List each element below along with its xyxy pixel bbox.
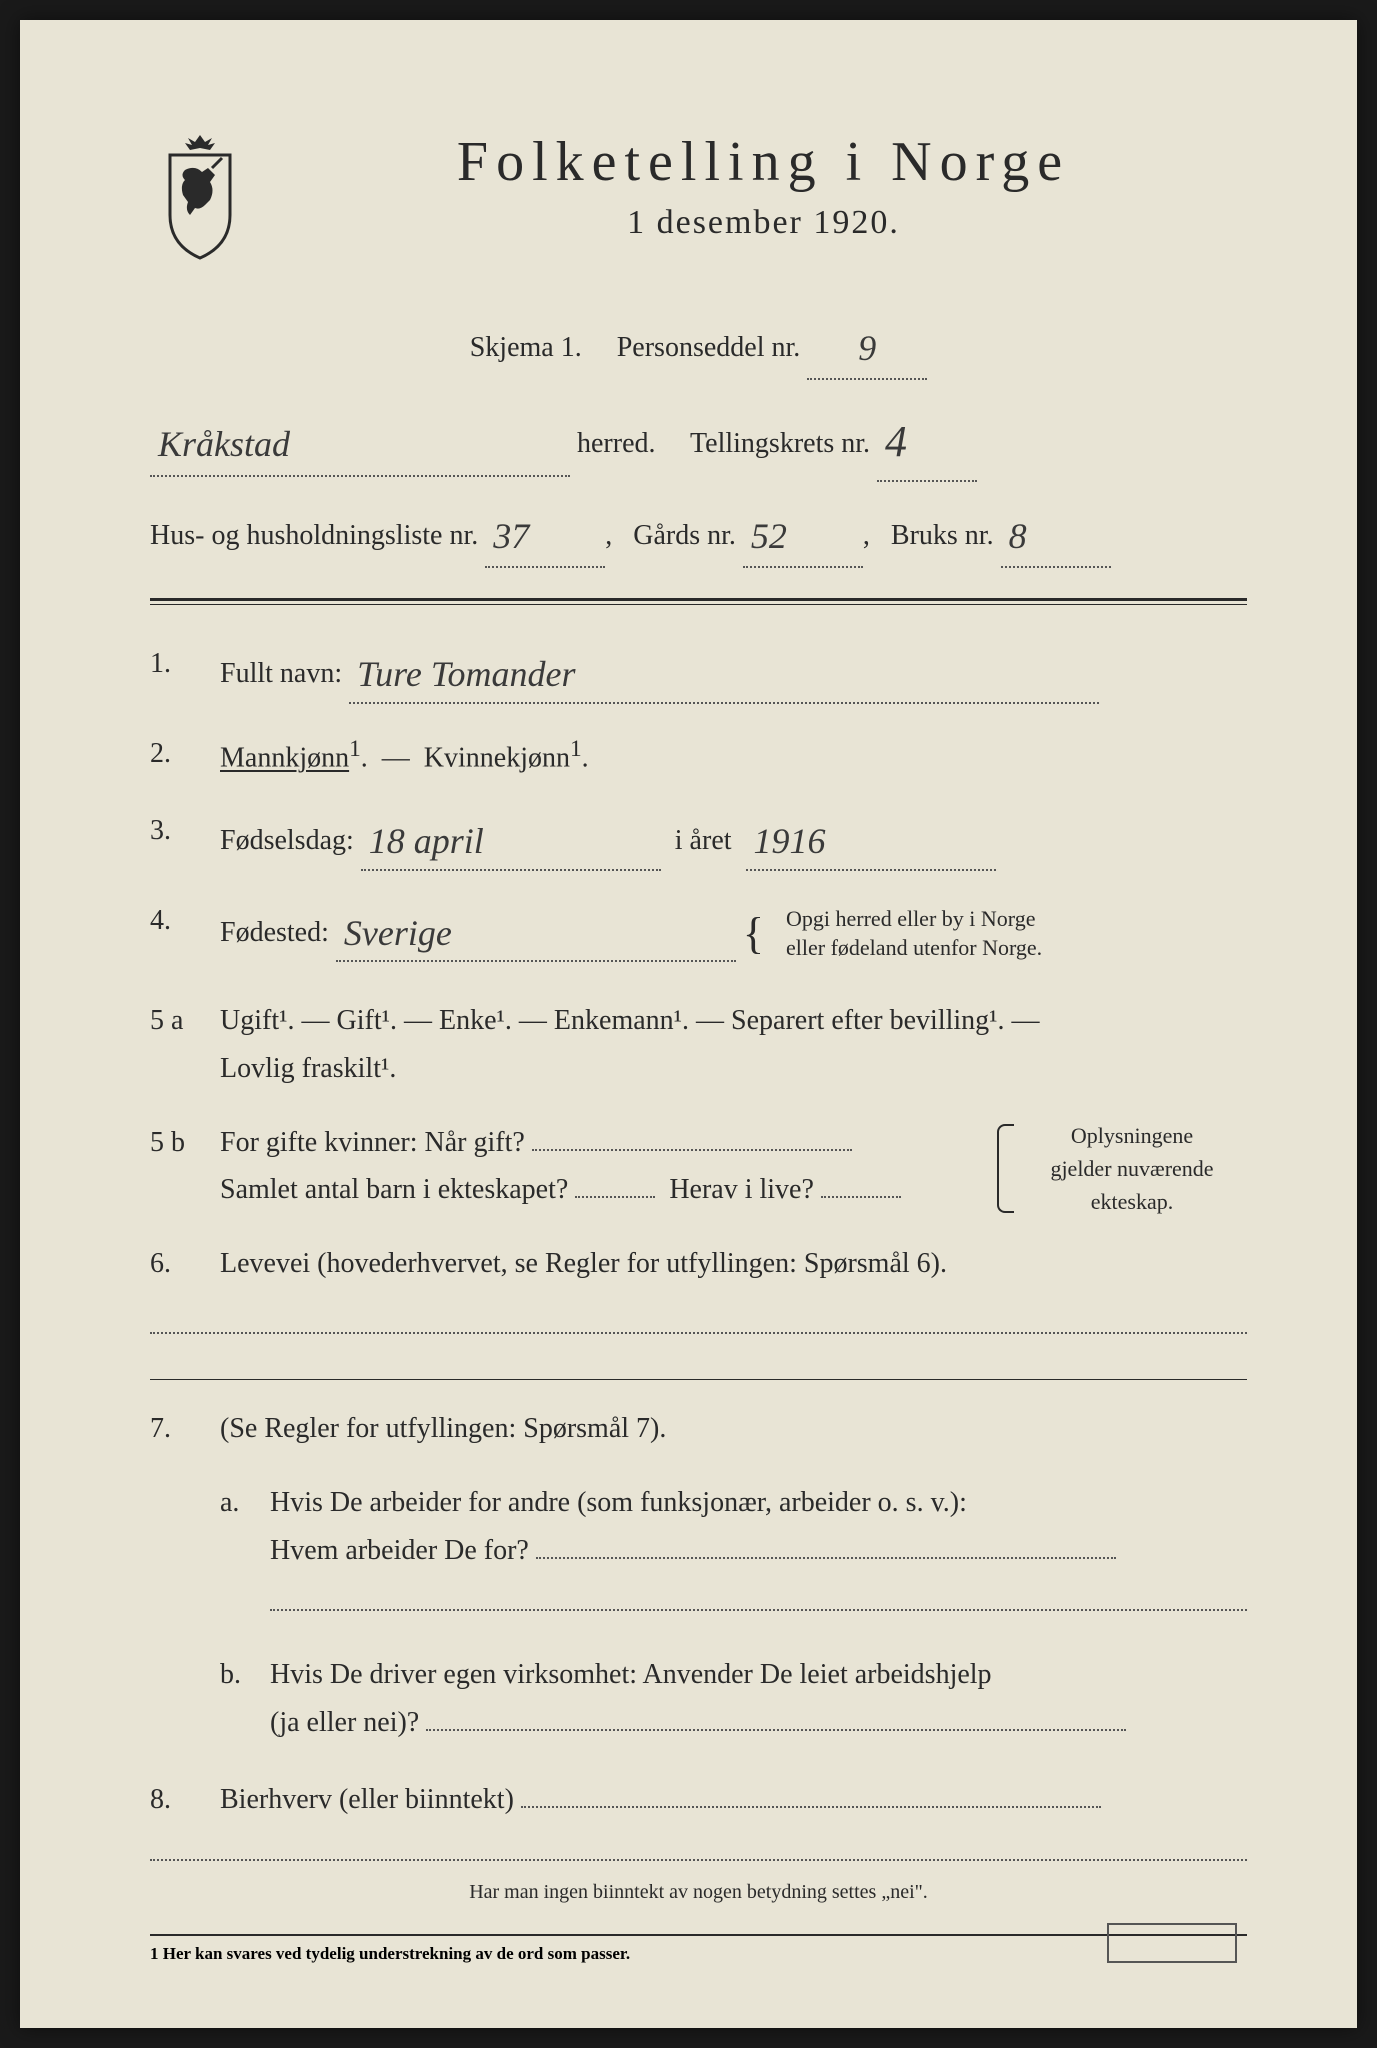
- q7b-l1: Hvis De driver egen virksomhet: Anvender…: [270, 1659, 992, 1690]
- q5b-note-l1: Oplysningene: [1071, 1123, 1193, 1148]
- q8-num: 8.: [150, 1776, 220, 1824]
- q5b-l2b: Herav i live?: [669, 1174, 814, 1205]
- q7a-l1: Hvis De arbeider for andre (som funksjon…: [270, 1487, 967, 1518]
- footnote-bottom: 1 Her kan svares ved tydelig understrekn…: [150, 1934, 1247, 1964]
- q1-label: Fullt navn:: [220, 658, 342, 689]
- bruks-nr: 8: [1001, 516, 1035, 556]
- q7: 7. (Se Regler for utfyllingen: Spørsmål …: [150, 1405, 1247, 1453]
- q5a: 5 a Ugift¹. — Gift¹. — Enke¹. — Enkemann…: [150, 997, 1247, 1092]
- q6-text: Levevei (hovederhvervet, se Regler for u…: [220, 1240, 1247, 1288]
- q6: 6. Levevei (hovederhvervet, se Regler fo…: [150, 1240, 1247, 1288]
- skjema-label: Skjema 1.: [470, 332, 582, 363]
- q4: 4. Fødested: Sverige { Opgi herred eller…: [150, 897, 1247, 972]
- q2-num: 2.: [150, 730, 220, 782]
- printer-stamp: [1107, 1923, 1237, 1963]
- herred-value: Kråkstad: [150, 424, 298, 464]
- q2-mann: Mannkjønn: [220, 742, 349, 773]
- q3-day: 18 april: [361, 821, 492, 861]
- q7b-num: b.: [220, 1651, 270, 1746]
- q8-answer-line: [150, 1859, 1247, 1861]
- section-divider: [150, 598, 1247, 605]
- q2: 2. Mannkjønn1. — Kvinnekjønn1.: [150, 730, 1247, 782]
- gards-label: Gårds nr.: [633, 520, 736, 551]
- herred-line: Kråkstad herred. Tellingskrets nr. 4: [150, 396, 1247, 482]
- q5b-l1: For gifte kvinner: Når gift?: [220, 1127, 525, 1158]
- q2-kvinne: Kvinnekjønn: [424, 742, 570, 773]
- q4-value: Sverige: [336, 913, 460, 953]
- q5b-note-l3: ekteskap.: [1091, 1189, 1173, 1214]
- q5b-sidenote: Oplysningene gjelder nuværende ekteskap.: [1017, 1119, 1247, 1218]
- skjema-line: Skjema 1. Personseddel nr. 9: [150, 310, 1247, 380]
- q5b-note-l2: gjelder nuværende: [1050, 1156, 1213, 1181]
- q1: 1. Fullt navn: Ture Tomander: [150, 640, 1247, 703]
- q2-sup1: 1: [349, 736, 361, 762]
- q2-sup2: 1: [570, 736, 582, 762]
- q6-num: 6.: [150, 1240, 220, 1288]
- q4-num: 4.: [150, 897, 220, 972]
- header: Folketelling i Norge 1 desember 1920.: [150, 130, 1247, 260]
- q7a-l2: Hvem arbeider De for?: [270, 1535, 529, 1566]
- q3-label: Fødselsdag:: [220, 825, 354, 856]
- tellingskrets-label: Tellingskrets nr.: [690, 428, 870, 459]
- census-form-page: Folketelling i Norge 1 desember 1920. Sk…: [20, 20, 1357, 2028]
- q7-intro: (Se Regler for utfyllingen: Spørsmål 7).: [220, 1405, 1247, 1453]
- gards-nr: 52: [743, 516, 795, 556]
- q5a-num: 5 a: [150, 997, 220, 1092]
- q5b-num: 5 b: [150, 1119, 220, 1214]
- q7b: b. Hvis De driver egen virksomhet: Anven…: [220, 1651, 1247, 1746]
- q5a-options: Ugift¹. — Gift¹. — Enke¹. — Enkemann¹. —…: [220, 1005, 1040, 1036]
- q6-answer-line: [150, 1332, 1247, 1334]
- personseddel-label: Personseddel nr.: [617, 332, 801, 363]
- q3-year-label: i året: [675, 825, 732, 856]
- title-block: Folketelling i Norge 1 desember 1920.: [280, 130, 1247, 242]
- q8: 8. Bierhverv (eller biinntekt): [150, 1776, 1247, 1824]
- personseddel-nr: 9: [850, 328, 884, 368]
- q3: 3. Fødselsdag: 18 april i året 1916: [150, 807, 1247, 870]
- q5b: 5 b For gifte kvinner: Når gift? Samlet …: [150, 1119, 1247, 1214]
- q3-num: 3.: [150, 807, 220, 870]
- husliste-nr: 37: [485, 516, 537, 556]
- coat-of-arms-icon: [150, 130, 250, 260]
- bruks-label: Bruks nr.: [891, 520, 994, 551]
- q1-num: 1.: [150, 640, 220, 703]
- husliste-line: Hus- og husholdningsliste nr. 37, Gårds …: [150, 498, 1247, 568]
- tellingskrets-nr: 4: [877, 417, 915, 466]
- footnote-mid: Har man ingen biinntekt av nogen betydni…: [150, 1881, 1247, 1904]
- subtitle: 1 desember 1920.: [280, 204, 1247, 242]
- q4-label: Fødested:: [220, 917, 329, 948]
- q7b-l2: (ja eller nei)?: [270, 1707, 419, 1738]
- q3-year: 1916: [746, 821, 834, 861]
- q1-value: Ture Tomander: [349, 654, 583, 694]
- q4-note: Opgi herred eller by i Norge eller fødel…: [786, 905, 1042, 962]
- q4-note-l2: eller fødeland utenfor Norge.: [786, 935, 1042, 960]
- q8-label: Bierhverv (eller biinntekt): [220, 1784, 514, 1815]
- q7-num: 7.: [150, 1405, 220, 1453]
- herred-label: herred.: [577, 428, 656, 459]
- main-title: Folketelling i Norge: [280, 130, 1247, 194]
- divider-thin: [150, 1379, 1247, 1380]
- q4-note-l1: Opgi herred eller by i Norge: [786, 906, 1035, 931]
- husliste-label: Hus- og husholdningsliste nr.: [150, 520, 478, 551]
- q7a-num: a.: [220, 1479, 270, 1621]
- q7a: a. Hvis De arbeider for andre (som funks…: [220, 1479, 1247, 1621]
- q5b-l2: Samlet antal barn i ekteskapet?: [220, 1174, 568, 1205]
- q5a-options2: Lovlig fraskilt¹.: [220, 1053, 396, 1084]
